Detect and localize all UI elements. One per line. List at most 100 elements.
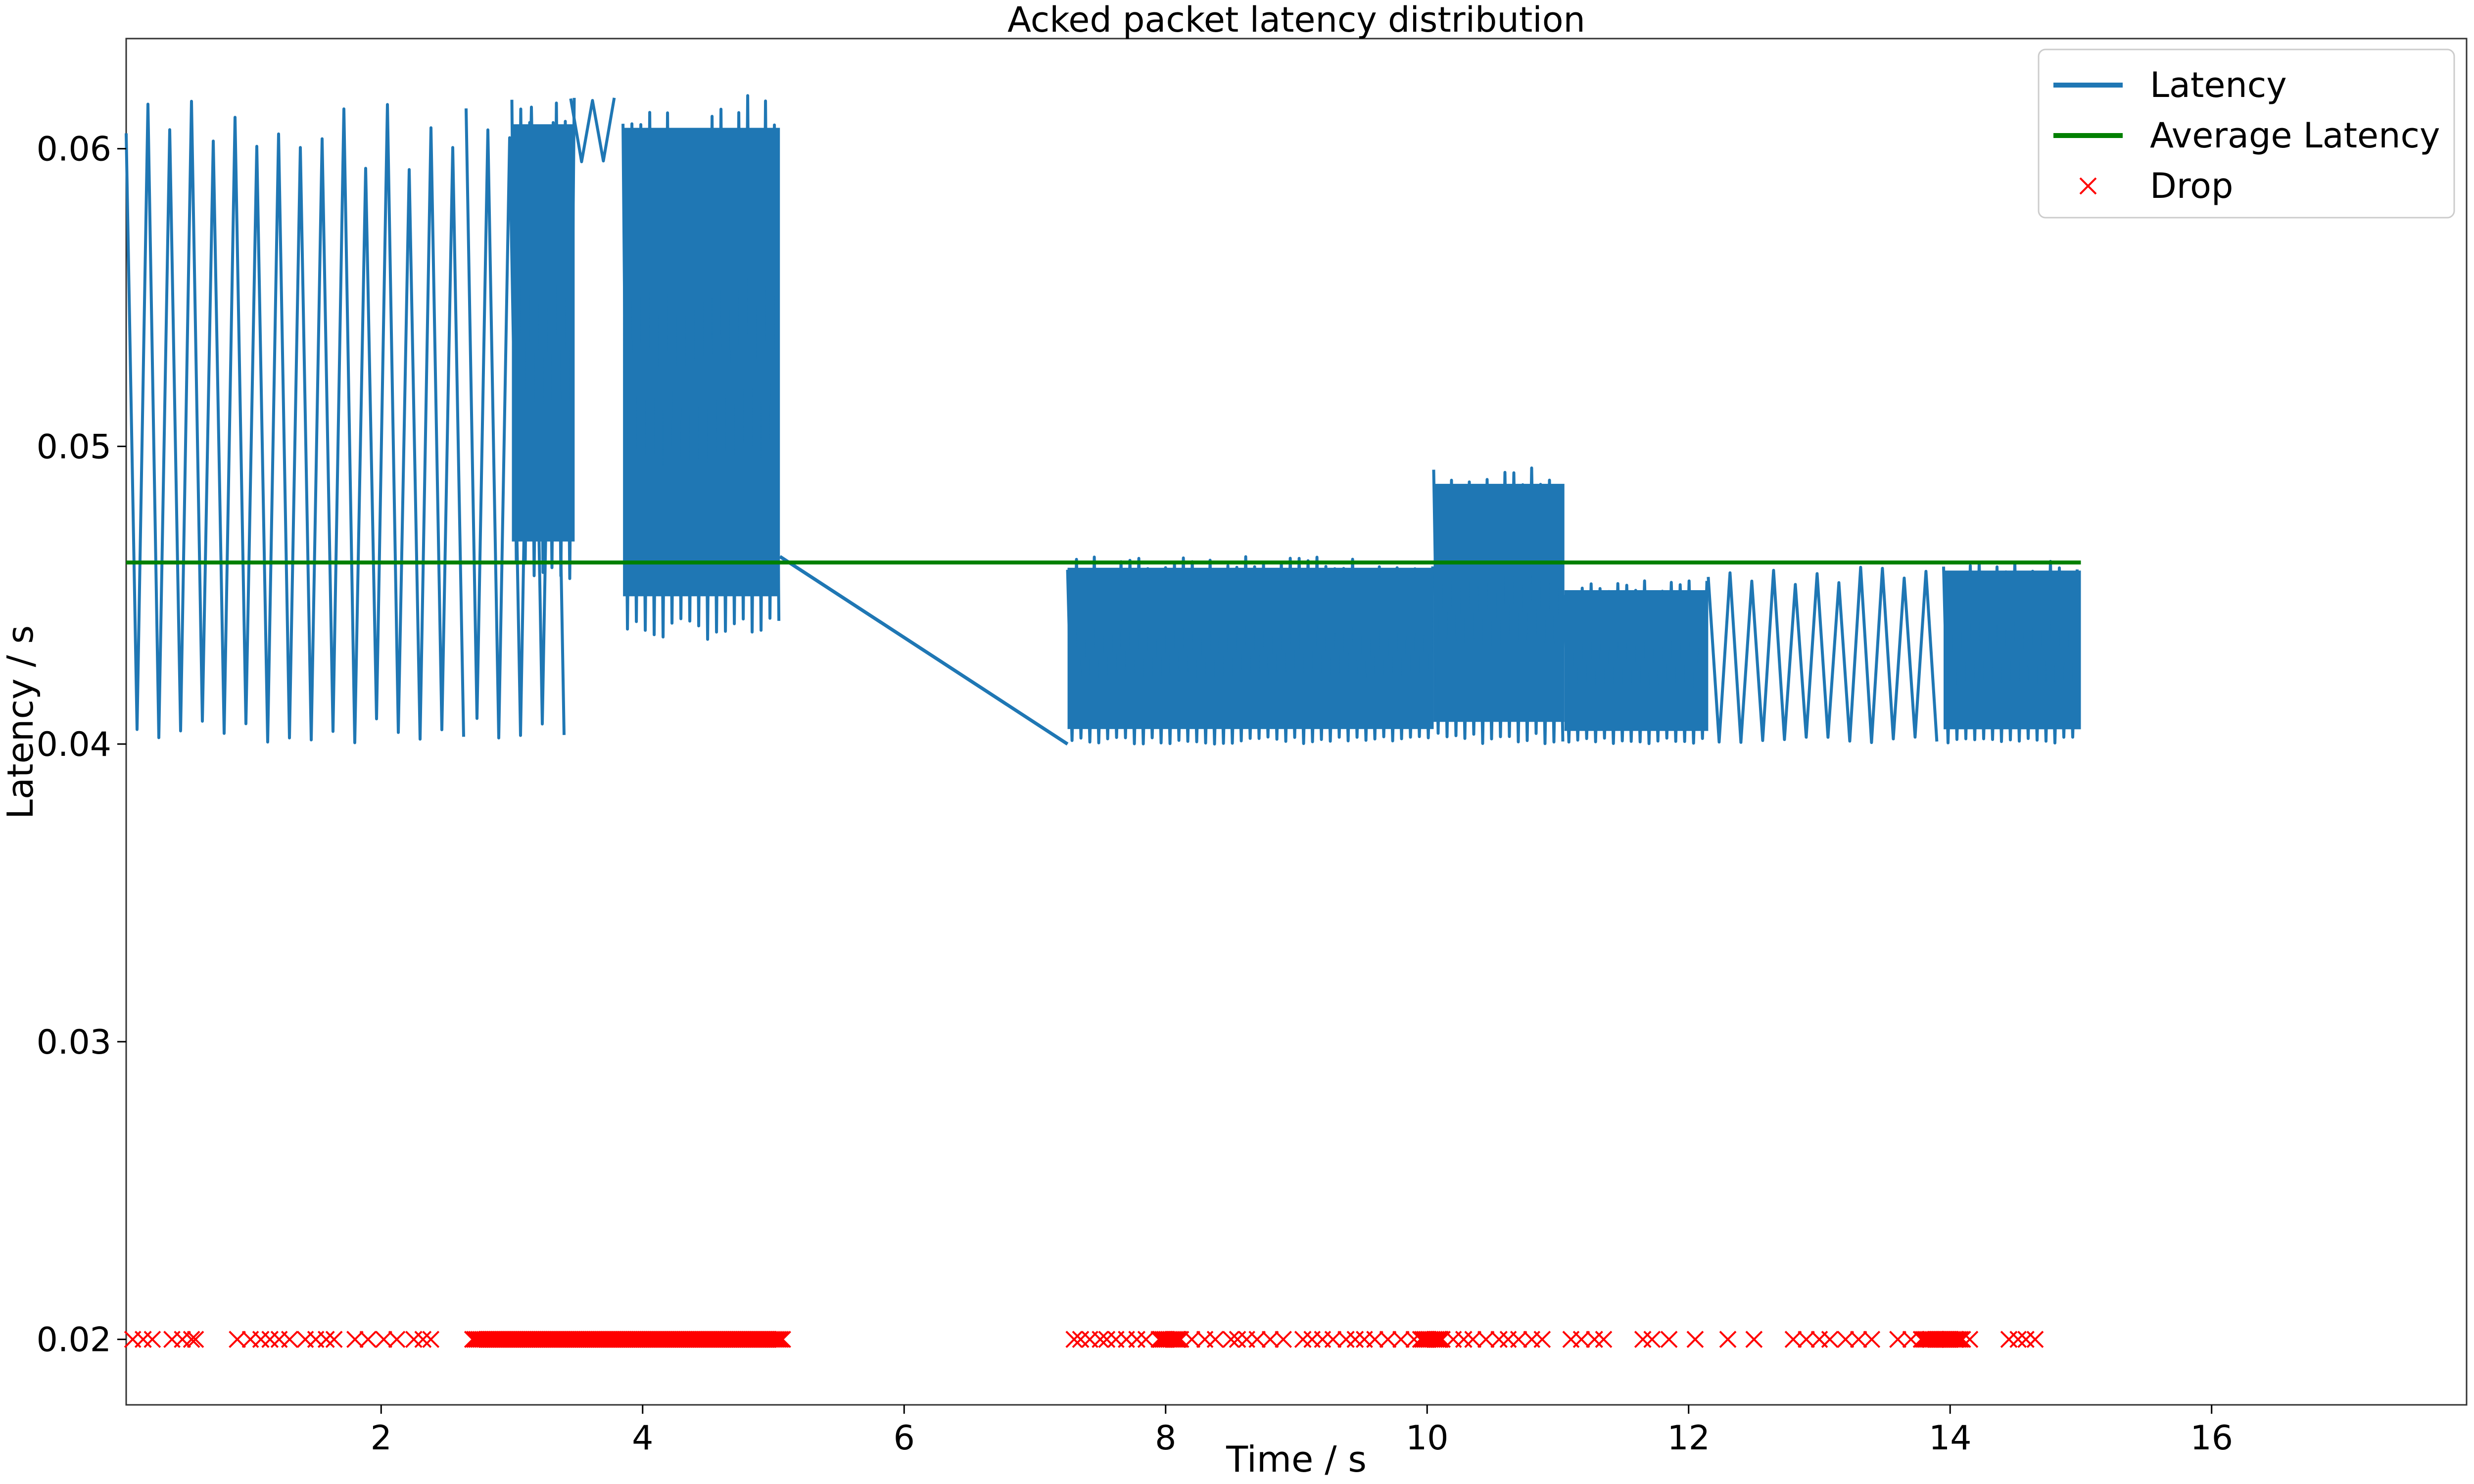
y-tick-label: 0.03 xyxy=(37,1023,111,1062)
x-tick-label: 16 xyxy=(2190,1419,2233,1458)
drop-marker xyxy=(143,1331,161,1348)
drop-marker xyxy=(1128,1331,1146,1348)
drop-marker xyxy=(1798,1331,1815,1348)
legend-latency-label: Latency xyxy=(2150,65,2287,105)
y-axis-label: Latency / s xyxy=(0,625,41,819)
drop-marker xyxy=(1248,1331,1266,1348)
y-tick-label: 0.04 xyxy=(37,725,111,764)
drop-marker xyxy=(1490,1331,1508,1348)
latency-line xyxy=(1066,555,1434,746)
drop-marker xyxy=(375,1331,392,1348)
latency-connector xyxy=(779,555,1069,746)
drop-marker xyxy=(1294,1331,1312,1348)
drop-marker xyxy=(174,1331,191,1348)
drop-marker xyxy=(1948,1331,1965,1348)
latency-line xyxy=(1707,565,1939,744)
legend: Latency Average Latency Drop xyxy=(2038,48,2455,219)
y-tick-label: 0.06 xyxy=(37,130,111,169)
drop-marker xyxy=(1379,1331,1397,1348)
x-tick-label: 2 xyxy=(371,1419,392,1458)
legend-drop-marker xyxy=(2079,177,2097,195)
drop-marker xyxy=(1946,1331,1963,1348)
series-layer xyxy=(124,94,2081,1348)
latency-line xyxy=(621,94,781,641)
latency-line xyxy=(1432,466,1565,745)
ticks-layer: 2 4 6 8 10 12 14 16 0.02 0.03 0.04 0.05 0.06 xyxy=(37,130,2233,1458)
drop-marker xyxy=(1429,1331,1447,1348)
drop-marker xyxy=(1850,1331,1867,1348)
drop-marker xyxy=(187,1331,204,1348)
latency-line xyxy=(1942,559,2079,744)
x-axis-label: Time / s xyxy=(1226,1438,1367,1480)
x-tick-label: 12 xyxy=(1667,1419,1710,1458)
drop-marker xyxy=(183,1331,200,1348)
drop-marker xyxy=(1455,1331,1473,1348)
latency-line xyxy=(510,97,576,580)
drop-marker xyxy=(1951,1331,1969,1348)
drop-marker xyxy=(1164,1331,1182,1348)
drop-marker xyxy=(1745,1331,1763,1348)
drop-marker xyxy=(229,1331,246,1348)
drop-marker xyxy=(346,1331,364,1348)
drop-marker xyxy=(1065,1331,1083,1348)
drop-marker xyxy=(388,1331,406,1348)
drop-marker xyxy=(1477,1331,1495,1348)
drop-marker xyxy=(1366,1331,1383,1348)
x-tick-label: 6 xyxy=(894,1419,915,1458)
drop-marker xyxy=(1889,1331,1906,1348)
drop-marker xyxy=(1464,1331,1482,1348)
drop-marker xyxy=(1660,1331,1678,1348)
drop-marker xyxy=(261,1331,279,1348)
y-tick-label: 0.05 xyxy=(37,427,111,466)
drop-marker xyxy=(1784,1331,1802,1348)
drop-marker xyxy=(1261,1331,1279,1348)
x-tick-label: 14 xyxy=(1929,1419,1972,1458)
drop-marker xyxy=(2009,1331,2027,1348)
drop-marker xyxy=(2017,1331,2035,1348)
drop-marker xyxy=(1092,1331,1109,1348)
drop-marker xyxy=(1072,1331,1090,1348)
drop-marker xyxy=(134,1331,152,1348)
x-tick-label: 4 xyxy=(632,1419,653,1458)
drop-marker xyxy=(772,1331,789,1348)
drop-marker xyxy=(1166,1331,1184,1348)
drop-marker xyxy=(1206,1331,1224,1348)
drop-marker xyxy=(768,1331,786,1348)
y-tick-label: 0.02 xyxy=(37,1321,111,1360)
drop-marker xyxy=(1431,1331,1449,1348)
drop-marker xyxy=(1098,1331,1116,1348)
drop-marker xyxy=(1222,1331,1240,1348)
drop-marker xyxy=(1426,1331,1443,1348)
latency-line xyxy=(125,99,465,744)
drop-marker xyxy=(1586,1331,1603,1348)
drop-marker xyxy=(2000,1331,2018,1348)
drop-marker xyxy=(405,1331,423,1348)
drop-marker xyxy=(1863,1331,1881,1348)
legend-box xyxy=(2038,48,2455,219)
drop-marker xyxy=(1821,1331,1839,1348)
x-tick-label: 8 xyxy=(1155,1419,1176,1458)
drop-marker xyxy=(1275,1331,1292,1348)
drop-marker xyxy=(766,1331,784,1348)
drop-marker xyxy=(281,1331,298,1348)
drop-marker xyxy=(325,1331,343,1348)
drop-marker xyxy=(1953,1331,1971,1348)
latency-line xyxy=(569,97,616,163)
drop-marker xyxy=(1392,1331,1410,1348)
legend-drop-label: Drop xyxy=(2150,166,2233,206)
drop-marker xyxy=(1643,1331,1661,1348)
drop-marker xyxy=(1170,1331,1188,1348)
drop-marker xyxy=(1229,1331,1246,1348)
drop-marker xyxy=(1172,1331,1189,1348)
drop-marker xyxy=(774,1331,791,1348)
drop-marker xyxy=(1168,1331,1186,1348)
drop-marker xyxy=(1433,1331,1451,1348)
drop-marker xyxy=(1837,1331,1855,1348)
drop-marker xyxy=(1337,1331,1355,1348)
drop-marker xyxy=(1137,1331,1155,1348)
legend-average-latency-label: Average Latency xyxy=(2150,115,2440,156)
drop-marker xyxy=(1346,1331,1364,1348)
drop-marker xyxy=(1510,1331,1527,1348)
drop-marker xyxy=(317,1331,335,1348)
